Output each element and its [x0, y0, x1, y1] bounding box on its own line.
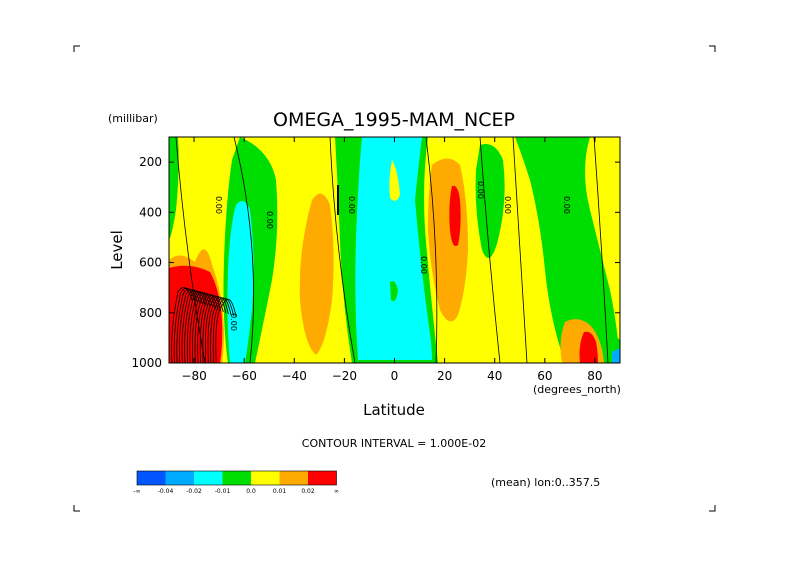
- region-green-5: [515, 137, 620, 363]
- x-tick-label: 60: [537, 369, 552, 383]
- x-tick-label: −20: [332, 369, 357, 383]
- y-tick-label: 1000: [131, 356, 162, 370]
- zero-contour-label: 0.00: [214, 196, 223, 214]
- region-orange-1: [299, 193, 334, 355]
- zero-contour-line: [175, 137, 206, 363]
- zero-contour-label: 0.00: [229, 313, 238, 331]
- zero-contour-label: 0.00: [265, 211, 274, 229]
- colorbar-label: 0.0: [246, 488, 256, 495]
- colorbar-swatch: [137, 471, 166, 485]
- colorbar: -∞ -0.04 -0.02 -0.01 0.0 0.01 0.02 ∞: [133, 470, 339, 495]
- region-green-in-cyan: [390, 281, 398, 302]
- contour-lines: [171, 137, 609, 363]
- colorbar-label: 0.02: [301, 488, 315, 495]
- zero-contour-label: 0.00: [562, 196, 571, 214]
- y-axis-title: Level: [108, 230, 126, 270]
- x-tick-label: 80: [587, 369, 602, 383]
- x-axis-title: Latitude: [363, 401, 425, 419]
- y-tick-label: 600: [139, 256, 162, 270]
- colorbar-label: 0.01: [273, 488, 287, 495]
- zero-contour-label: 0.00: [419, 256, 428, 274]
- colorbar-label: -0.02: [186, 488, 202, 495]
- contour-line: [202, 295, 224, 363]
- y-tick-label: 400: [139, 205, 162, 219]
- zero-contour-line: [479, 137, 501, 363]
- zero-contour-line: [425, 137, 438, 363]
- region-red-2: [449, 185, 461, 246]
- y-units-label: (millibar): [108, 112, 158, 125]
- colorbar-label: -0.01: [215, 488, 231, 495]
- x-axis: −80 −60 −40 −20 0 20 40 60 80: [181, 137, 603, 383]
- colorbar-swatch: [165, 471, 194, 485]
- chart-title: OMEGA_1995-MAM_NCEP: [273, 109, 515, 131]
- colorbar-swatch: [194, 471, 223, 485]
- x-tick-label: 0: [391, 369, 399, 383]
- contour-line: [210, 297, 232, 363]
- colorbar-label: -∞: [133, 488, 140, 495]
- x-tick-label: −80: [181, 369, 206, 383]
- zero-contour-label: 0.00: [347, 196, 356, 214]
- x-tick-label: −60: [232, 369, 257, 383]
- x-tick-label: 40: [487, 369, 502, 383]
- y-axis: 200 400 600 800 1000: [131, 155, 620, 370]
- zero-contour-label: 0.00: [503, 196, 512, 214]
- region-yellow-notch: [389, 160, 400, 201]
- colorbar-frame: [136, 470, 337, 486]
- mean-text: (mean) lon:0..357.5: [491, 476, 600, 489]
- colorbar-swatch: [279, 471, 308, 485]
- contour-line: [212, 298, 234, 363]
- contour-interval-text: CONTOUR INTERVAL = 1.000E-02: [302, 437, 486, 450]
- contour-line: [215, 298, 237, 363]
- x-tick-label: −40: [282, 369, 307, 383]
- region-green-1: [169, 137, 179, 240]
- region-cyan-1: [227, 201, 254, 363]
- contour-line: [207, 296, 229, 363]
- corner-marks: [73, 45, 716, 512]
- colorbar-swatch: [222, 471, 251, 485]
- y-tick-label: 800: [139, 306, 162, 320]
- zero-contour-label: 0.00: [476, 181, 485, 199]
- y-tick-label: 200: [139, 155, 162, 169]
- x-units-label: (degrees_north): [533, 383, 621, 396]
- zero-contour-labels: 0.00 0.00 0.00 0.00 0.00 0.00 0.00 0.00: [214, 181, 571, 331]
- region-blue-corner: [612, 348, 620, 363]
- zero-contour-line: [593, 137, 609, 363]
- colorbar-swatch: [251, 471, 280, 485]
- zero-contour-line: [233, 137, 254, 363]
- colorbar-swatch: [308, 471, 337, 485]
- contour-line: [173, 287, 195, 363]
- zero-contour-line: [329, 137, 356, 363]
- x-tick-label: 20: [437, 369, 452, 383]
- contour-field: [169, 137, 620, 363]
- region-red-3: [579, 331, 598, 363]
- colorbar-label: -0.04: [158, 488, 174, 495]
- region-cyan-2: [355, 137, 432, 360]
- zero-contour-line: [512, 137, 528, 363]
- colorbar-label: ∞: [334, 488, 339, 495]
- contour-line: [171, 287, 193, 363]
- contour-line: [205, 296, 227, 363]
